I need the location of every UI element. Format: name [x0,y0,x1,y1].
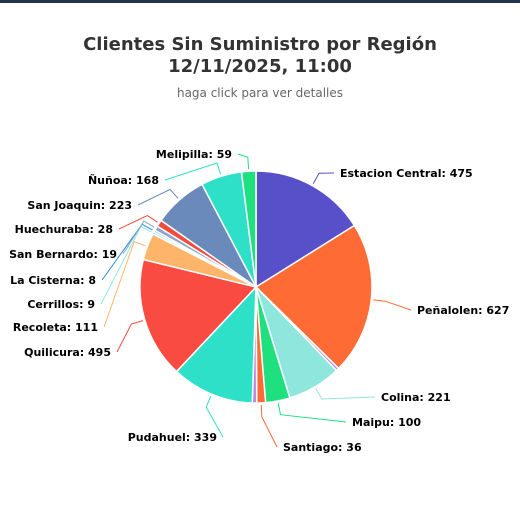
data-label-maipu: Maipu: 100 [352,416,421,429]
connector-recoleta [103,240,146,328]
connector-peñalolen [373,299,412,311]
data-label-peñalolen: Peñalolen: 627 [417,304,509,317]
connector-maipu [277,402,347,423]
data-label-ñuñoa: Ñuñoa: 168 [88,174,159,187]
pie-slice-pudahuel[interactable] [175,285,257,404]
chart-title-line-2: 12/11/2025, 11:00 [168,56,352,77]
connector-santiago [260,404,278,448]
connector-estacion-central [312,172,335,185]
connector-san-bernardo [122,220,155,255]
chart-title: Clientes Sin Suministro por Región 12/11… [0,34,520,78]
data-label-la-cisterna: La Cisterna: 8 [10,274,96,287]
data-label-quilicura: Quilicura: 495 [24,346,111,359]
data-label-recoleta: Recoleta: 111 [13,321,98,334]
data-label-pudahuel: Pudahuel: 339 [128,431,217,444]
data-label-san-joaquin: San Joaquin: 223 [27,199,132,212]
data-label-melipilla: Melipilla: 59 [156,148,232,161]
connector-huechuraba [118,215,158,230]
top-border [0,0,520,3]
pie-slice-quilicura[interactable] [139,258,258,373]
connector-quilicura [116,320,144,353]
data-label-santiago: Santiago: 36 [283,441,362,454]
pie-slice-estacion-central[interactable] [255,170,356,289]
connector-pudahuel [205,395,224,438]
connector-san-joaquin [137,188,179,206]
connector-colina [315,388,376,400]
chart-title-line-1: Clientes Sin Suministro por Región [83,34,437,55]
pie-slice-peñalolen[interactable] [254,224,373,370]
data-label-cerrillos: Cerrillos: 9 [27,298,95,311]
connector-ñuñoa [164,162,222,181]
chart-subtitle: haga click para ver detalles [176,86,344,100]
data-label-san-bernardo: San Bernardo: 19 [9,248,117,261]
data-label-colina: Colina: 221 [381,391,451,404]
pie-slice-melipilla[interactable] [240,170,257,288]
data-label-estacion-central: Estacion Central: 475 [340,167,473,180]
data-label-huechuraba: Huechuraba: 28 [15,223,113,236]
connector-melipilla [237,153,250,170]
